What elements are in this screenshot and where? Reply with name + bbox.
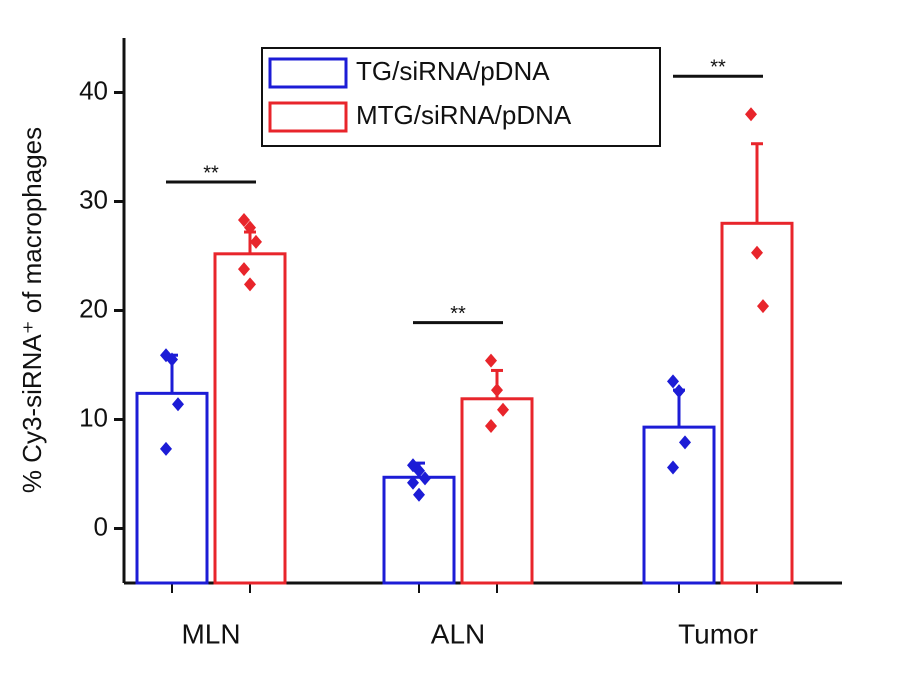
significance-label: ** xyxy=(203,162,219,184)
x-tick-label: Tumor xyxy=(678,618,758,649)
data-point xyxy=(757,299,769,314)
data-point xyxy=(485,419,497,434)
legend xyxy=(261,47,661,147)
legend-label: MTG/siRNA/pDNA xyxy=(356,100,572,130)
data-point xyxy=(745,107,757,122)
bar xyxy=(642,425,716,585)
bar xyxy=(135,391,209,585)
x-tick-label: ALN xyxy=(431,618,485,649)
legend-swatch xyxy=(268,101,348,133)
data-point xyxy=(667,460,679,475)
data-point xyxy=(244,277,256,292)
data-point xyxy=(673,384,685,399)
data-point xyxy=(413,487,425,502)
legend-label: TG/siRNA/pDNA xyxy=(356,56,550,86)
data-point xyxy=(238,262,250,277)
data-point xyxy=(166,352,178,367)
data-point xyxy=(419,471,431,486)
data-point xyxy=(679,435,691,450)
x-tick-label: MLN xyxy=(181,618,240,649)
significance-label: ** xyxy=(450,303,466,325)
data-point xyxy=(407,475,419,490)
legend-swatch xyxy=(268,57,348,89)
data-point xyxy=(160,441,172,456)
significance-label: ** xyxy=(710,57,726,79)
data-point xyxy=(751,245,763,260)
data-point xyxy=(172,397,184,412)
data-point xyxy=(485,353,497,368)
y-axis-label: % Cy3-siRNA⁺ of macrophages xyxy=(17,127,47,493)
bar xyxy=(720,221,794,585)
y-tick-label: 40 xyxy=(79,75,108,105)
y-tick-label: 10 xyxy=(79,402,108,432)
data-point xyxy=(491,383,503,398)
bar xyxy=(213,252,287,585)
bar xyxy=(460,397,534,585)
data-point xyxy=(250,234,262,249)
y-tick-label: 0 xyxy=(94,511,108,541)
data-point xyxy=(238,213,250,228)
data-point xyxy=(667,374,679,389)
data-point xyxy=(413,463,425,478)
data-point xyxy=(497,402,509,417)
data-point xyxy=(244,220,256,235)
y-tick-label: 30 xyxy=(79,184,108,214)
y-tick-label: 20 xyxy=(79,293,108,323)
